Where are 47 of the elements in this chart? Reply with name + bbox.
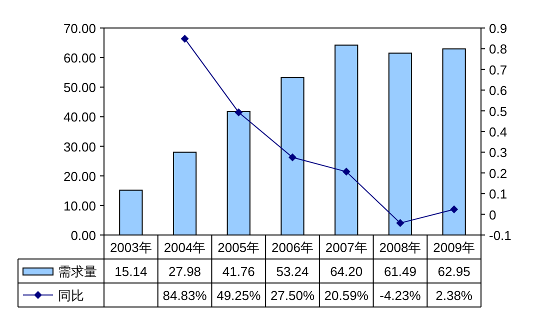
point xyxy=(342,168,350,176)
x-tick-label: 2007年 xyxy=(325,240,368,255)
data-label: 61.49 xyxy=(384,264,416,279)
y2-tick-label: 0.3 xyxy=(489,145,508,160)
data-label: 64.20 xyxy=(330,264,363,279)
y2-tick-label: 0.7 xyxy=(489,62,508,78)
x-tick-label: 2009年 xyxy=(433,240,476,255)
data-label: 2.38% xyxy=(436,288,473,303)
y2-tick-label: -0.1 xyxy=(489,228,512,243)
y2-tick-label: 0.1 xyxy=(489,186,508,202)
legend-label: 需求量 xyxy=(58,264,97,279)
y2-tick-label: 0.5 xyxy=(489,104,508,119)
data-label: -4.23% xyxy=(380,288,422,303)
data-label: 20.59% xyxy=(324,288,369,303)
x-tick-label: 2008年 xyxy=(379,240,422,255)
point xyxy=(450,205,458,214)
data-label: 84.83% xyxy=(162,288,208,303)
y-tick-label: 0.00 xyxy=(70,228,96,243)
y2-tick-label: 0.8 xyxy=(489,42,508,57)
y-tick-label: 50.00 xyxy=(63,80,96,96)
y-tick-label: 70.00 xyxy=(63,21,96,36)
y-tick-label: 20.00 xyxy=(63,168,96,184)
y-tick-label: 40.00 xyxy=(63,110,96,125)
point xyxy=(180,34,189,43)
y2-tick-label: 0.4 xyxy=(489,124,508,140)
y-tick-label: 10.00 xyxy=(63,198,96,214)
data-label: 49.25% xyxy=(216,288,262,303)
point xyxy=(288,153,296,162)
x-tick-label: 2004年 xyxy=(164,240,206,255)
x-tick-label: 2006年 xyxy=(272,240,314,255)
x-tick-label: 2005年 xyxy=(218,240,260,255)
y2-tick-label: 0.2 xyxy=(489,166,508,181)
y2-tick-label: 0.9 xyxy=(489,21,508,36)
point xyxy=(396,219,404,228)
x-tick-label: 2003年 xyxy=(110,240,152,255)
data-label: 62.95 xyxy=(438,264,470,279)
y2-tick-label: 0 xyxy=(489,207,496,222)
data-label: 27.50% xyxy=(270,288,315,303)
y-tick-label: 60.00 xyxy=(63,50,96,66)
legend-label: 同比 xyxy=(58,288,84,303)
data-label: 53.24 xyxy=(276,264,309,279)
data-label: 15.14 xyxy=(114,264,148,279)
y2-tick-label: 0.6 xyxy=(489,83,508,98)
data-label: 27.98 xyxy=(168,264,202,279)
point xyxy=(234,108,243,116)
data-label: 41.76 xyxy=(222,264,255,279)
y-tick-label: 30.00 xyxy=(63,139,96,154)
